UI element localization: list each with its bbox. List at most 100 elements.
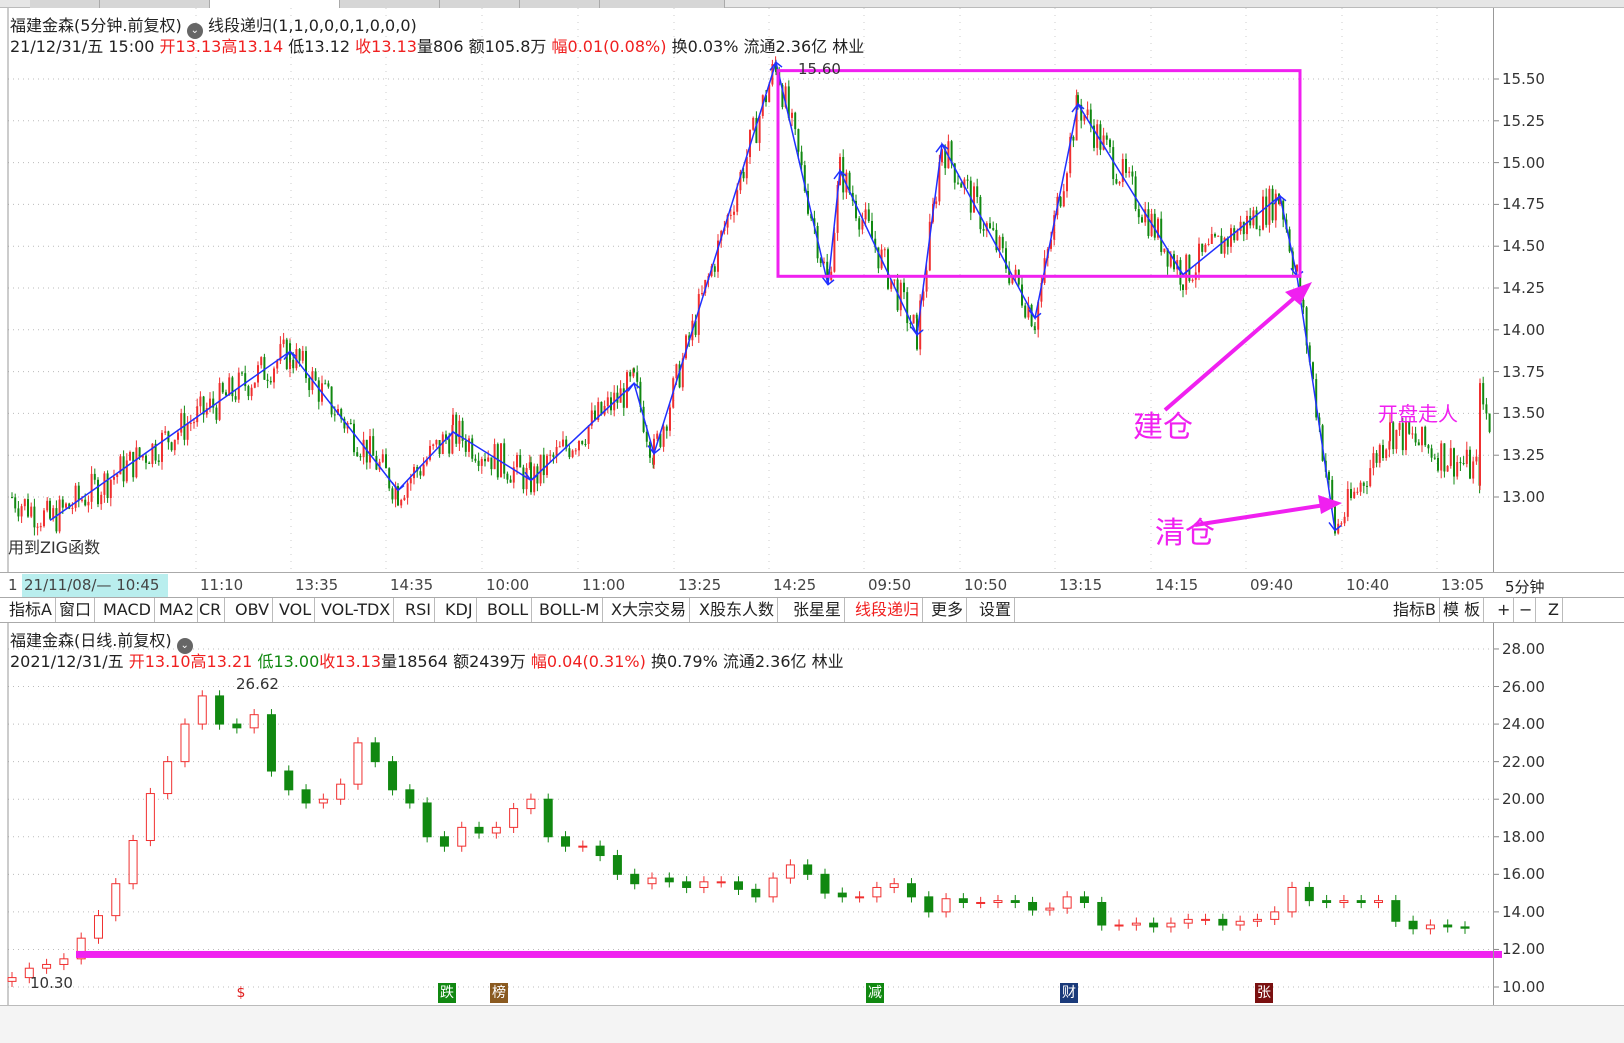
intraday-candle (1128, 171, 1131, 173)
toolbar-15[interactable]: 线段递归 (852, 598, 924, 622)
intraday-candle (938, 162, 941, 202)
tab[interactable] (520, 0, 600, 8)
intraday-candle (781, 84, 784, 108)
clear-arrow (1194, 503, 1326, 527)
intraday-candle (1137, 209, 1140, 218)
y-tick-label: 14.00 (1502, 320, 1545, 339)
toolbar-8[interactable]: RSI (402, 598, 435, 622)
info-industry: 林业 (832, 37, 865, 56)
daily-candle (1252, 918, 1262, 922)
daily-candle (7, 977, 17, 982)
toolbar-0[interactable]: 指标A (6, 598, 56, 622)
x-tick-label: 13:05 (1441, 576, 1485, 594)
daily-candle (647, 877, 657, 885)
intraday-candle (359, 456, 362, 458)
daily-candle (266, 714, 276, 772)
event-marker[interactable]: 跌 (438, 983, 456, 1003)
intraday-candle (1027, 304, 1030, 318)
toolbar-6[interactable]: VOL (276, 598, 316, 622)
intraday-candle (1230, 228, 1232, 247)
tab[interactable] (440, 0, 520, 8)
intraday-candle (132, 451, 135, 478)
intraday-candle (356, 452, 359, 457)
toolbar-1[interactable]: 窗口 (56, 598, 96, 622)
toolbar-right-3[interactable]: − (1516, 598, 1537, 622)
tab[interactable] (600, 0, 725, 8)
intraday-candle (103, 473, 106, 495)
intraday-candle (458, 420, 461, 444)
toolbar-right-2[interactable]: + (1494, 598, 1515, 622)
toolbar-13[interactable]: X股东人数 (696, 598, 778, 622)
intraday-candle (1479, 383, 1481, 486)
info-date: 2021/12/31/五 (10, 652, 124, 671)
intraday-candle (425, 459, 428, 465)
intraday-candle (1147, 209, 1150, 236)
event-marker[interactable]: 财 (1060, 983, 1078, 1003)
toolbar-3[interactable]: MA2 (156, 598, 198, 622)
intraday-candle (394, 486, 397, 500)
toolbar-10[interactable]: BOLL (484, 598, 533, 622)
price-axis-divider (1493, 8, 1494, 1043)
intraday-candle (1378, 445, 1381, 463)
daily-candle (837, 892, 847, 898)
toolbar-12[interactable]: X大宗交易 (608, 598, 690, 622)
tab[interactable] (30, 0, 100, 8)
dropdown-circle-icon[interactable]: ⌄ (186, 23, 203, 39)
event-marker[interactable]: 减 (866, 983, 884, 1003)
event-marker[interactable]: 张 (1255, 983, 1273, 1003)
indicator-name[interactable]: 线段递归(1,1,0,0,0,1,0,0,0) (207, 16, 417, 35)
toolbar-4[interactable]: CR (196, 598, 226, 622)
tab[interactable] (100, 0, 210, 8)
toolbar-right-1[interactable]: 模 板 (1440, 598, 1485, 622)
intraday-candle (135, 447, 138, 478)
intraday-candle (451, 425, 454, 454)
intraday-candle (717, 240, 719, 272)
intraday-candle (266, 379, 269, 382)
daily-candle (1391, 900, 1401, 922)
intraday-candle (864, 209, 867, 220)
intraday-candle (464, 440, 467, 452)
intraday-candle (116, 474, 119, 477)
intraday-candle (1204, 244, 1207, 252)
daily-candle (803, 864, 813, 875)
intraday-candle (697, 294, 700, 335)
intraday-candle (912, 314, 915, 324)
intraday-candle (301, 351, 304, 361)
toolbar-11[interactable]: BOLL-M (536, 598, 604, 622)
daily-candle (630, 873, 640, 885)
toolbar-7[interactable]: VOL-TDX (318, 598, 395, 622)
intraday-candle (861, 219, 864, 230)
intraday-candle (409, 478, 412, 484)
daily-candle (751, 888, 761, 898)
intraday-candle (493, 444, 496, 470)
tab[interactable] (340, 0, 440, 8)
intraday-candle (324, 383, 327, 385)
toolbar-9[interactable]: KDJ (442, 598, 477, 622)
period-label[interactable]: 5分钟 (1505, 578, 1545, 596)
intraday-candle (1062, 191, 1065, 207)
event-marker[interactable]: 榜 (490, 983, 508, 1003)
tab-active[interactable] (210, 0, 340, 8)
intraday-candle (106, 473, 109, 499)
intraday-candle (688, 335, 691, 341)
dropdown-circle-icon[interactable]: ⌄ (176, 638, 193, 654)
daily-candle (543, 798, 553, 838)
toolbar-5[interactable]: OBV (232, 598, 274, 622)
x-tick-label: 14:15 (1155, 576, 1199, 594)
intraday-candle (803, 165, 806, 191)
intraday-candle (113, 476, 115, 480)
intraday-candle (539, 454, 542, 484)
toolbar-2[interactable]: MACD (100, 598, 155, 622)
intraday-candle (164, 431, 167, 433)
intraday-candle (455, 414, 458, 444)
intraday-candle (562, 439, 564, 447)
toolbar-14[interactable]: 张星星 (790, 598, 846, 622)
toolbar-16[interactable]: 更多 (928, 598, 968, 622)
zigzag-arrowhead (627, 382, 641, 392)
toolbar-right-4[interactable]: Z (1545, 598, 1563, 622)
event-marker[interactable]: $ (236, 985, 246, 1001)
toolbar-17[interactable]: 设置 (976, 598, 1016, 622)
daily-candle (1131, 922, 1141, 926)
toolbar-right-0[interactable]: 指标B (1390, 598, 1440, 622)
